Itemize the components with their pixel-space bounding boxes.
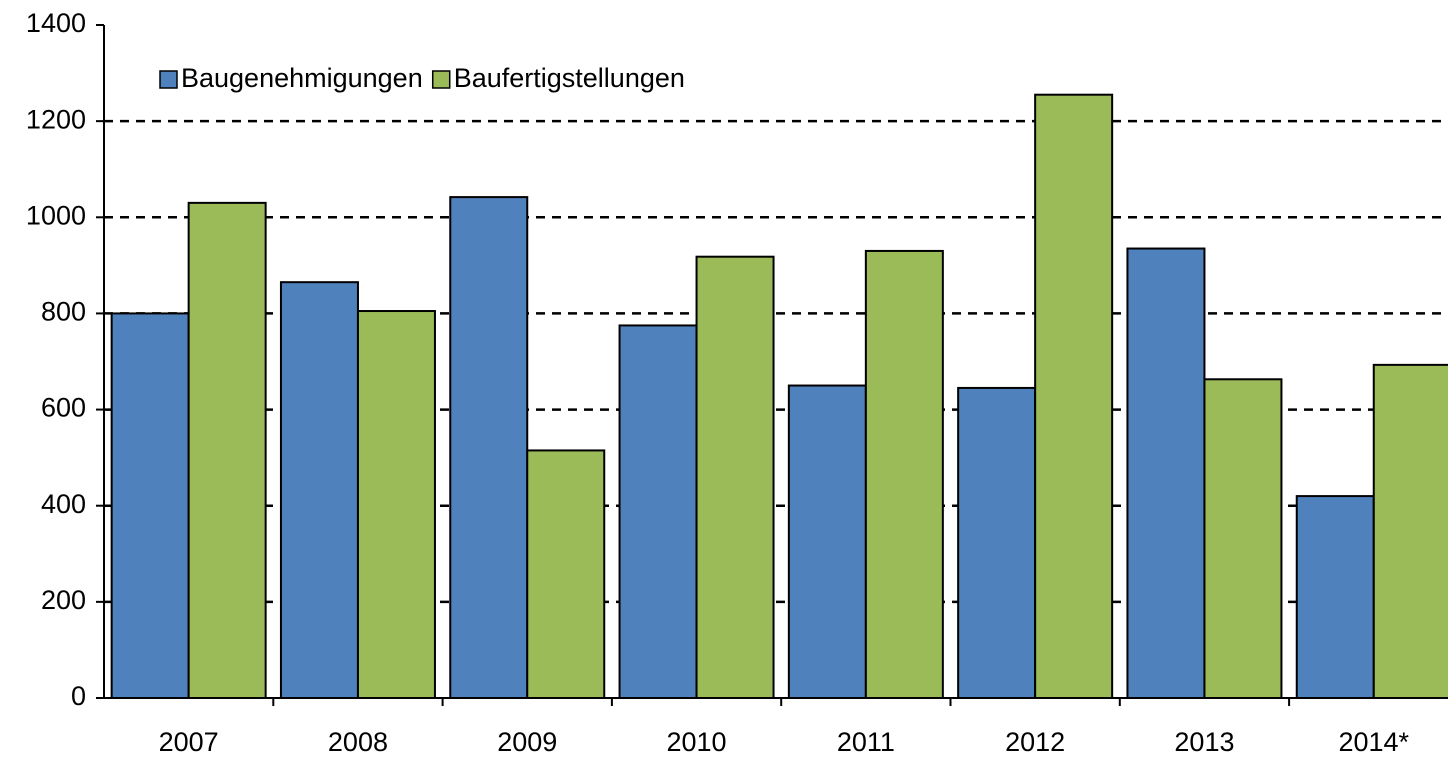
bar: [1203, 378, 1283, 699]
y-tick-label: 200: [41, 585, 86, 615]
x-tick-label: 2008: [328, 727, 388, 757]
x-tick-label: 2013: [1174, 727, 1234, 757]
y-tick-label: 800: [41, 297, 86, 327]
bar: [864, 249, 944, 700]
x-tick-label: 2009: [497, 727, 557, 757]
bar: [787, 384, 867, 699]
x-tick-label: 2007: [159, 727, 219, 757]
y-tick-label: 1000: [26, 200, 86, 230]
y-tick-label: 0: [71, 681, 86, 711]
bar: [1372, 363, 1448, 699]
bar: [449, 196, 529, 700]
x-tick-label: 2011: [837, 727, 895, 757]
bar: [279, 281, 359, 699]
x-tick-label: 2012: [1005, 727, 1065, 757]
bar: [1126, 247, 1206, 700]
legend-label: Baugenehmigungen: [181, 63, 423, 93]
bar: [618, 324, 698, 699]
bar: [695, 255, 775, 699]
bar: [110, 312, 190, 699]
bar: [957, 386, 1037, 699]
legend-swatch: [159, 70, 178, 89]
bar: [526, 449, 606, 699]
y-tick-label: 1200: [26, 104, 86, 134]
axis-layer: 0 200 400 600 800 1000 1200 1400 2007 2008 2009 201…: [26, 8, 1448, 757]
y-tick-label: 600: [41, 393, 86, 423]
bar: [1295, 495, 1375, 699]
bar: [356, 310, 436, 699]
x-tick-label: 2010: [667, 727, 727, 757]
legend-swatch: [431, 70, 451, 89]
bar: [1034, 93, 1114, 700]
y-tick-label: 400: [41, 489, 86, 519]
y-tick-label: 1400: [26, 8, 86, 38]
x-tick-label: 2014*: [1338, 727, 1409, 757]
legend-label: Baufertigstellungen: [454, 63, 685, 93]
bar: [187, 201, 267, 699]
bar-layer: [110, 93, 1448, 700]
